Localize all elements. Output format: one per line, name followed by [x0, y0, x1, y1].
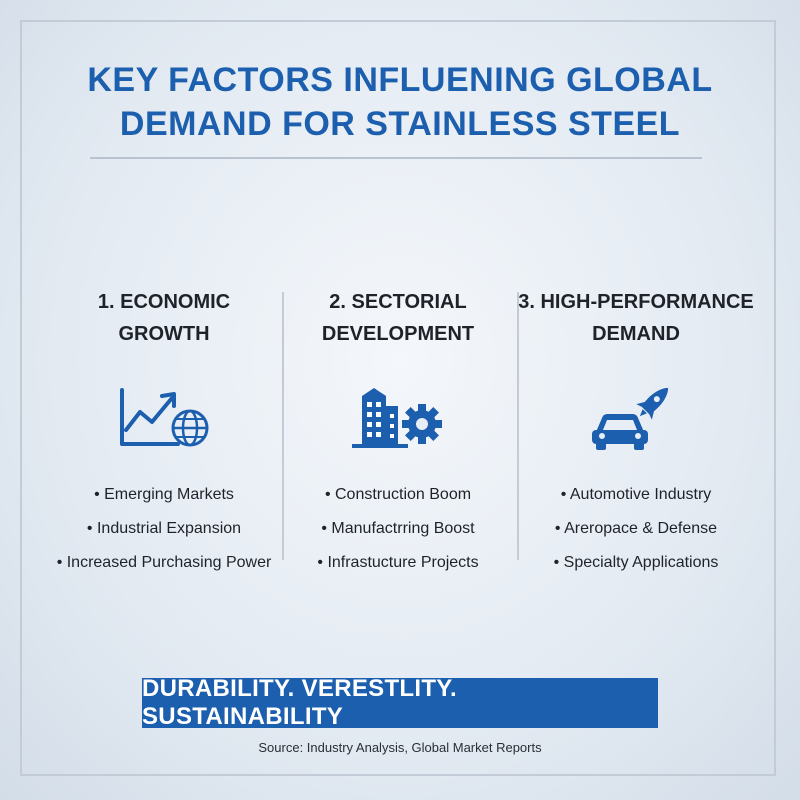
bullet-list: Automotive Industry Areropace & Defense … — [516, 478, 756, 580]
column-heading-line-1: 1. ECONOMIC — [97, 291, 231, 313]
building-gear-icon — [352, 388, 442, 448]
column-divider — [282, 292, 284, 560]
source-note: Source: Industry Analysis, Global Market… — [258, 740, 542, 755]
page-title: KEY FACTORS INFLUENING GLOBAL DEMAND FOR… — [60, 58, 740, 146]
title-divider — [90, 157, 702, 159]
column-heading-line-2: DEMAND — [592, 323, 680, 345]
growth-chart-globe-icon — [120, 388, 209, 447]
list-item: Construction Boom — [278, 478, 518, 512]
list-item: Infrastucture Projects — [278, 546, 518, 580]
column-heading-line-2: DEVELOPMENT — [321, 323, 475, 345]
bullet-list: Construction Boom Manufactrring Boost In… — [278, 478, 518, 580]
tagline-banner: DURABILITY. VERESTLITY. SUSTAINABILITY — [142, 675, 658, 730]
column-heading-line-1: 3. HIGH-PERFORMANCE — [518, 291, 754, 313]
list-item: Specialty Applications — [516, 546, 756, 580]
list-item: Industrial Expansion — [44, 512, 284, 546]
factor-column-economic-growth: 1. ECONOMIC GROWTH Emerging Markets Indu… — [44, 286, 284, 596]
column-divider — [517, 292, 519, 560]
factor-column-high-performance-demand: 3. HIGH-PERFORMANCE DEMAND — [516, 286, 756, 596]
list-item: Emerging Markets — [44, 478, 284, 512]
column-heading-line-2: GROWTH — [118, 323, 210, 345]
list-item: Automotive Industry — [516, 478, 756, 512]
column-heading-line-1: 2. SECTORIAL — [329, 291, 467, 313]
column-heading: 1. ECONOMIC GROWTH — [44, 286, 284, 352]
list-item: Manufactrring Boost — [278, 512, 518, 546]
column-heading: 2. SECTORIAL DEVELOPMENT — [278, 286, 518, 352]
car-rocket-icon — [592, 387, 669, 450]
list-item: Areropace & Defense — [516, 512, 756, 546]
title-line-2: DEMAND FOR STAINLESS STEEL — [119, 105, 681, 143]
outer-frame — [20, 20, 776, 776]
bullet-list: Emerging Markets Industrial Expansion In… — [44, 478, 284, 580]
column-heading: 3. HIGH-PERFORMANCE DEMAND — [516, 286, 756, 352]
title-line-1: KEY FACTORS INFLUENING GLOBAL — [87, 61, 713, 99]
factor-column-sectorial-development: 2. SECTORIAL DEVELOPMENT — [278, 286, 518, 596]
list-item: Increased Purchasing Power — [44, 546, 284, 580]
